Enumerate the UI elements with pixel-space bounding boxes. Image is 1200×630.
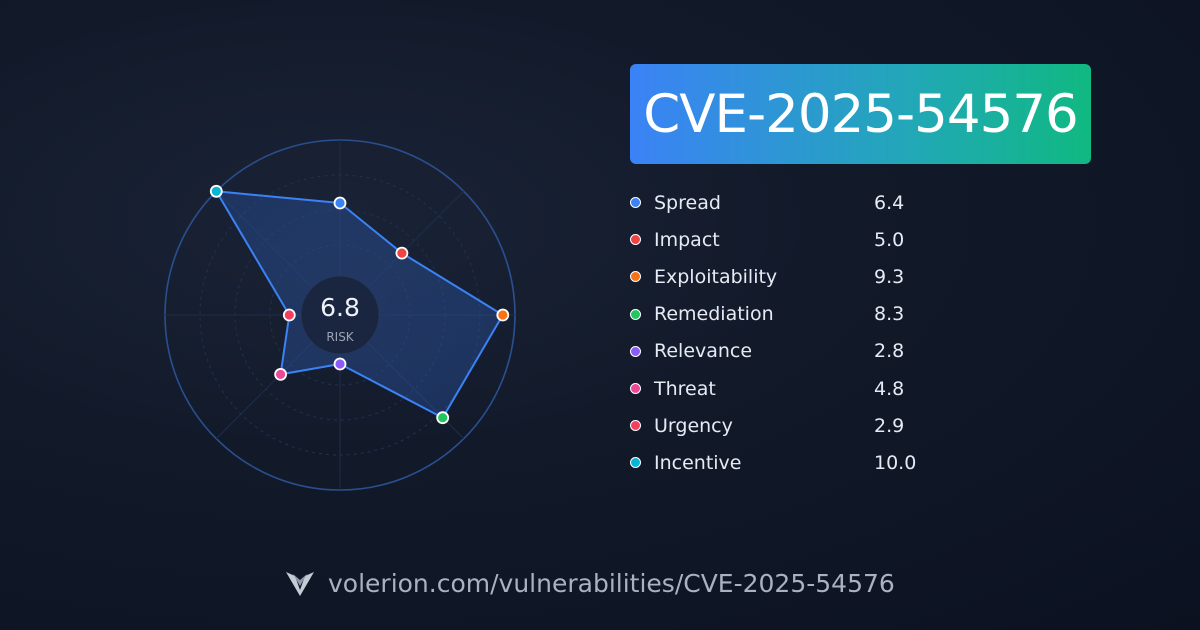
legend-item-exploitability: Exploitability 9.3 <box>628 258 948 295</box>
radar-point-urgency <box>282 308 296 322</box>
legend-dot <box>630 197 641 209</box>
risk-score-circle <box>300 275 380 355</box>
legend-label: Urgency <box>654 414 733 437</box>
radar-point-incentive <box>209 184 223 198</box>
legend-dot <box>630 457 641 469</box>
legend-item-impact: Impact 5.0 <box>628 221 948 258</box>
legend-item-remediation: Remediation 8.3 <box>628 296 948 333</box>
legend-item-relevance: Relevance 2.8 <box>628 333 948 370</box>
radar-chart: 6.8 RISK <box>164 139 516 491</box>
legend-dot <box>630 234 641 246</box>
legend-value: 4.8 <box>874 377 905 400</box>
footer-url: volerion.com/vulnerabilities/CVE-2025-54… <box>328 568 895 598</box>
cve-title: CVE-2025-54576 <box>643 83 1078 145</box>
radar-point-spread <box>333 196 347 210</box>
risk-score-badge: 6.8 RISK <box>300 275 380 355</box>
legend-item-incentive: Incentive 10.0 <box>628 444 948 481</box>
legend-dot <box>630 308 641 320</box>
risk-score-value: 6.8 <box>320 293 360 322</box>
legend-dot <box>630 345 641 357</box>
legend-value: 5.0 <box>874 228 905 251</box>
radar-point-exploitability <box>496 308 510 322</box>
radar-point-threat <box>274 367 288 381</box>
cve-title-badge: CVE-2025-54576 <box>630 64 1091 164</box>
radar-point-impact <box>395 246 409 260</box>
legend-label: Threat <box>654 377 716 400</box>
legend-label: Impact <box>654 228 720 251</box>
legend-value: 10.0 <box>874 451 917 474</box>
legend-label: Spread <box>654 191 721 214</box>
legend-value: 6.4 <box>874 191 905 214</box>
legend-value: 8.3 <box>874 303 905 326</box>
legend-dot <box>630 271 641 283</box>
legend-value: 9.3 <box>874 265 905 288</box>
legend-dot <box>630 383 641 395</box>
legend-item-urgency: Urgency 2.9 <box>628 407 948 444</box>
legend-label: Incentive <box>654 451 742 474</box>
risk-score-label: RISK <box>326 330 354 344</box>
radar-point-relevance <box>333 357 347 371</box>
footer: volerion.com/vulnerabilities/CVE-2025-54… <box>284 563 895 603</box>
legend-item-threat: Threat 4.8 <box>628 370 948 407</box>
radar-point-remediation <box>436 411 450 425</box>
legend-label: Relevance <box>654 340 753 363</box>
chart-legend: Spread 6.4 Impact 5.0 Exploitability 9.3 Remed… <box>628 184 948 482</box>
legend-item-spread: Spread 6.4 <box>628 184 948 221</box>
legend-label: Remediation <box>654 303 774 326</box>
legend-dot <box>630 420 641 432</box>
legend-value: 2.9 <box>874 414 905 437</box>
volerion-logo-icon <box>286 572 314 596</box>
legend-label: Exploitability <box>654 265 778 288</box>
legend-value: 2.8 <box>874 340 905 363</box>
